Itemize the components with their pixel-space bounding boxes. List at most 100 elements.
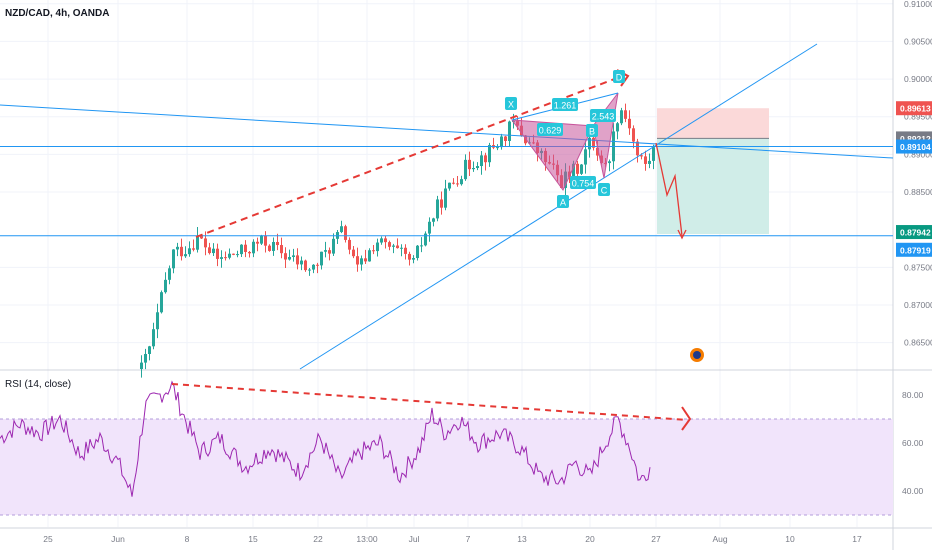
candle-body [292,255,295,258]
candles [140,103,655,378]
candle-body [296,255,299,265]
price-tick-label: 0.89500 [904,112,932,122]
rsi-tick-label: 80.00 [902,390,924,400]
candle-body [408,253,411,260]
harmonic-point-c: C [601,186,608,196]
candle-body [196,235,199,250]
time-tick-label: 7 [466,534,471,544]
axes: 0.86500 0.87000 0.87500 0.88500 0.89000 0.895… [43,0,932,544]
rsi-divergence-arrow [681,406,692,431]
harmonic-ratio-badge [570,176,596,189]
candle-body [288,257,291,260]
harmonic-ratio-badge [552,98,578,111]
candle-body [300,260,303,265]
time-tick-label: 13:00 [356,534,378,544]
price-tick-label: 0.87500 [904,262,932,272]
candle-body [316,264,319,266]
harmonic-point-a: A [560,198,566,208]
candle-body [216,248,219,259]
candle-body [620,110,623,124]
event-marker-icon-inner [693,351,701,359]
candle-body [236,254,239,256]
candle-body [188,248,191,255]
candle-body [220,257,223,259]
price-badge-label: 0.89212 [900,134,931,144]
candle-body [200,235,203,239]
candle-body [360,258,363,265]
projection-path [655,142,683,237]
time-tick-label: 20 [585,534,595,544]
candle-body [640,155,643,157]
candle-body [212,248,215,254]
candle-body [616,123,619,132]
harmonic-point-x: X [508,100,514,110]
candle-body [456,183,459,185]
price-tick-label: 0.86500 [904,338,932,348]
candle-body [232,253,235,255]
candle-body [644,156,647,164]
candle-body [468,159,471,170]
time-tick-label: Aug [712,534,727,544]
candle-body [204,238,207,248]
candle-body [500,136,503,148]
harmonic-ratio-label: 2.543 [592,112,615,122]
short-position-tool[interactable] [657,108,769,235]
harmonic-ratio-label: 0.754 [572,179,595,189]
price-tick-label: 0.90500 [904,36,932,46]
symbol-title: NZD/CAD, 4h, OANDA [5,8,110,19]
take-profit-zone [657,138,769,235]
price-badge-label: 0.87942 [900,228,931,238]
time-tick-label: 13 [517,534,527,544]
candle-body [228,253,231,258]
candle-body [312,264,315,270]
rsi-tick-label: 60.00 [902,438,924,448]
harmonic-point-badge [586,124,598,137]
candle-body [628,118,631,129]
candle-body [148,346,151,354]
candle-body [472,167,475,170]
candle-body [332,238,335,254]
candle-body [272,241,275,251]
price-badge-label: 0.89613 [900,104,931,114]
candle-body [280,245,283,254]
harmonic-point-b: B [589,127,595,137]
price-tick-label: 0.91000 [904,0,932,9]
price-tick-label: 0.89000 [904,149,932,159]
candle-body [164,279,167,293]
candle-body [276,241,279,246]
price-tick-label: 0.88500 [904,187,932,197]
price-badge-label: 0.87919 [900,245,931,255]
harmonic-point-badge [598,183,610,196]
time-tick-label: 8 [185,534,190,544]
time-tick-label: 10 [785,534,795,544]
rsi-line [0,380,651,497]
candle-body [460,179,463,185]
candle-body [632,128,635,142]
candle-body [372,250,375,252]
candle-body [424,233,427,246]
candle-body [444,188,447,208]
harmonic-point-badge [505,97,517,110]
candle-body [432,218,435,222]
candle-body [464,159,467,180]
candle-body [324,250,327,252]
rsi-title: RSI (14, close) [5,379,72,390]
candle-body [436,199,439,219]
price-badge [896,225,932,240]
candle-body [572,163,575,177]
candle-body [380,238,383,243]
harmonic-ratio-label: 1.261 [554,101,577,111]
candle-body [152,329,155,347]
candle-body [416,245,419,259]
candle-body [264,235,267,246]
candle-body [328,250,331,254]
drawings[interactable] [0,43,894,370]
harmonic-pattern[interactable]: X A B C D 0.629 1.261 0.754 2.543 [505,70,704,362]
candle-body [588,137,591,150]
candle-body [484,155,487,163]
time-tick-label: 27 [651,534,661,544]
candle-body [364,258,367,262]
candle-body [480,155,483,167]
